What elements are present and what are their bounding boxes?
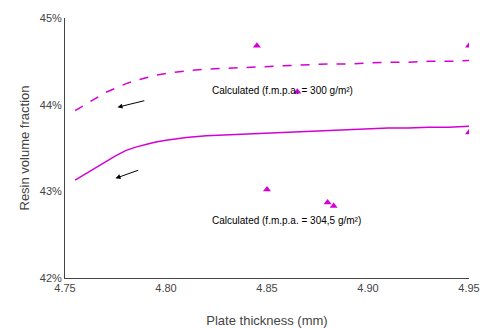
svg-text:Calculated (f.m.p.a. = 304,5 g: Calculated (f.m.p.a. = 304,5 g/m²) — [212, 215, 361, 226]
svg-text:4.95: 4.95 — [458, 282, 479, 294]
svg-text:42%: 42% — [40, 272, 62, 284]
svg-text:Calculated (f.m.p.a. = 300 g/m: Calculated (f.m.p.a. = 300 g/m²) — [212, 85, 353, 96]
svg-text:Resin volume fraction: Resin volume fraction — [17, 86, 32, 211]
svg-text:4.80: 4.80 — [155, 282, 176, 294]
svg-text:Plate thickness (mm): Plate thickness (mm) — [206, 313, 327, 328]
svg-text:4.85: 4.85 — [256, 282, 277, 294]
svg-text:4.75: 4.75 — [54, 282, 75, 294]
svg-text:45%: 45% — [40, 12, 62, 24]
svg-text:4.90: 4.90 — [357, 282, 378, 294]
svg-text:44%: 44% — [40, 99, 62, 111]
svg-text:43%: 43% — [40, 185, 62, 197]
